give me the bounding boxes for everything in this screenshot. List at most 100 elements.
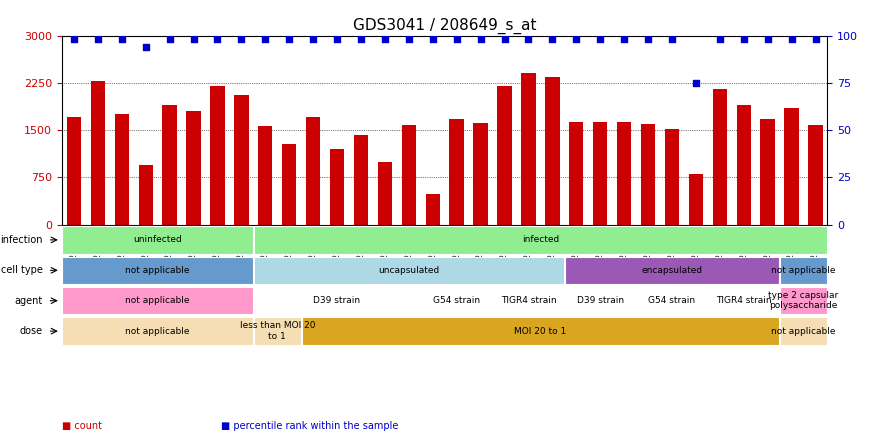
FancyBboxPatch shape [636, 287, 707, 314]
Text: ■ percentile rank within the sample: ■ percentile rank within the sample [221, 420, 398, 431]
Point [426, 36, 440, 43]
Bar [211, 86, 225, 225]
FancyBboxPatch shape [565, 257, 779, 284]
Bar [235, 95, 249, 225]
Text: type 2 capsular
polysaccharide: type 2 capsular polysaccharide [768, 291, 839, 310]
FancyBboxPatch shape [63, 226, 253, 254]
Text: uninfected: uninfected [134, 235, 182, 244]
Point [91, 36, 105, 43]
Text: infected: infected [522, 235, 559, 244]
Point [808, 36, 822, 43]
Bar [163, 105, 177, 225]
Bar [282, 144, 296, 225]
Point [354, 36, 368, 43]
Text: TIGR4 strain: TIGR4 strain [501, 296, 557, 305]
Bar [402, 125, 416, 225]
Point [617, 36, 631, 43]
Point [67, 36, 81, 43]
Point [736, 36, 750, 43]
Point [641, 36, 655, 43]
Title: GDS3041 / 208649_s_at: GDS3041 / 208649_s_at [353, 18, 536, 34]
FancyBboxPatch shape [63, 317, 253, 345]
Point [402, 36, 416, 43]
Text: not applicable: not applicable [126, 266, 190, 275]
Bar [497, 86, 512, 225]
Text: not applicable: not applicable [126, 327, 190, 336]
Bar [784, 108, 799, 225]
Text: G54 strain: G54 strain [649, 296, 696, 305]
Bar [330, 149, 344, 225]
FancyBboxPatch shape [63, 287, 253, 314]
Text: not applicable: not applicable [126, 296, 190, 305]
Bar [66, 118, 81, 225]
Bar [545, 76, 559, 225]
Point [569, 36, 583, 43]
Bar [593, 122, 607, 225]
Text: D39 strain: D39 strain [577, 296, 624, 305]
Point [689, 79, 703, 87]
Text: uncapsulated: uncapsulated [378, 266, 440, 275]
Bar [450, 119, 464, 225]
Point [521, 36, 535, 43]
Bar [521, 73, 535, 225]
Bar [665, 129, 679, 225]
Point [306, 36, 320, 43]
Bar [426, 194, 440, 225]
Text: ■ count: ■ count [62, 420, 102, 431]
Text: cell type: cell type [1, 266, 42, 275]
Text: not applicable: not applicable [772, 266, 835, 275]
Point [282, 36, 296, 43]
FancyBboxPatch shape [254, 257, 564, 284]
FancyBboxPatch shape [780, 317, 827, 345]
Bar [760, 119, 775, 225]
Bar [138, 165, 153, 225]
Point [330, 36, 344, 43]
Bar [689, 174, 703, 225]
Point [665, 36, 679, 43]
FancyBboxPatch shape [254, 317, 301, 345]
FancyBboxPatch shape [493, 287, 564, 314]
Bar [641, 124, 655, 225]
Bar [258, 127, 273, 225]
Point [712, 36, 727, 43]
FancyBboxPatch shape [565, 287, 635, 314]
Text: not applicable: not applicable [772, 327, 835, 336]
Text: infection: infection [0, 235, 42, 245]
FancyBboxPatch shape [254, 287, 420, 314]
Bar [736, 105, 750, 225]
FancyBboxPatch shape [780, 287, 827, 314]
Bar [569, 122, 583, 225]
FancyBboxPatch shape [302, 317, 779, 345]
Point [450, 36, 464, 43]
Point [497, 36, 512, 43]
Text: less than MOI 20
to 1: less than MOI 20 to 1 [240, 321, 315, 341]
Text: TIGR4 strain: TIGR4 strain [716, 296, 772, 305]
Bar [808, 125, 823, 225]
Point [593, 36, 607, 43]
FancyBboxPatch shape [254, 226, 827, 254]
Text: G54 strain: G54 strain [433, 296, 481, 305]
Point [258, 36, 273, 43]
Point [187, 36, 201, 43]
FancyBboxPatch shape [63, 257, 253, 284]
Text: dose: dose [19, 326, 42, 336]
Text: D39 strain: D39 strain [313, 296, 360, 305]
FancyBboxPatch shape [421, 287, 492, 314]
Point [115, 36, 129, 43]
Point [378, 36, 392, 43]
Bar [306, 118, 320, 225]
Point [235, 36, 249, 43]
Bar [354, 135, 368, 225]
FancyBboxPatch shape [780, 257, 827, 284]
Bar [712, 89, 727, 225]
Bar [617, 122, 631, 225]
Point [784, 36, 798, 43]
Bar [114, 115, 129, 225]
Point [760, 36, 774, 43]
Bar [378, 162, 392, 225]
Bar [473, 123, 488, 225]
Text: MOI 20 to 1: MOI 20 to 1 [514, 327, 566, 336]
FancyBboxPatch shape [708, 287, 779, 314]
Point [139, 44, 153, 51]
Point [163, 36, 177, 43]
